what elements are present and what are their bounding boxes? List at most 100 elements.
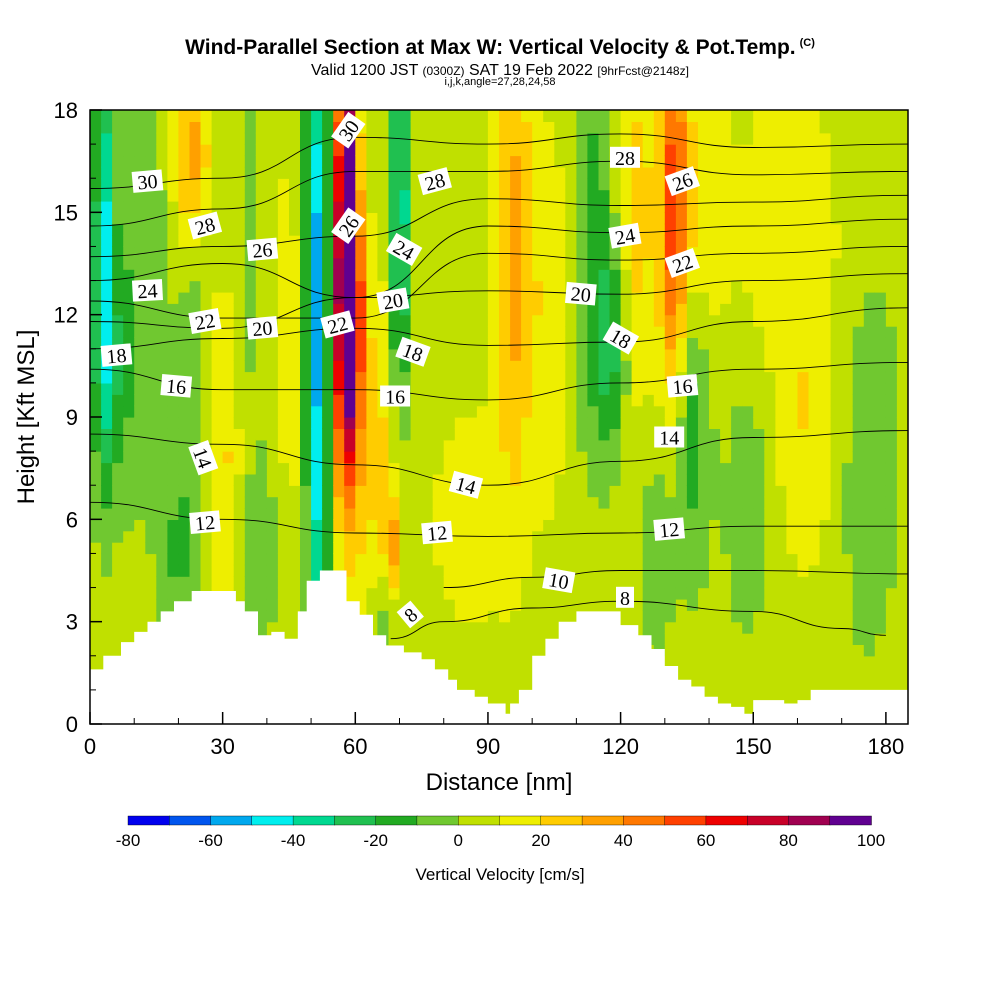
- w-cell: [454, 337, 467, 350]
- w-cell: [432, 439, 445, 452]
- w-cell: [720, 110, 732, 122]
- w-cell: [587, 553, 600, 566]
- w-cell: [709, 178, 721, 191]
- w-cell: [454, 303, 467, 316]
- w-cell: [598, 257, 611, 270]
- w-cell: [587, 121, 600, 134]
- w-cell: [819, 201, 832, 213]
- w-cell: [200, 542, 213, 555]
- w-cell: [709, 542, 721, 555]
- w-cell: [609, 360, 622, 373]
- w-cell: [222, 530, 235, 543]
- w-cell: [355, 166, 367, 179]
- theta-contour-14: [90, 430, 908, 486]
- w-cell: [377, 610, 390, 623]
- w-cell: [786, 212, 799, 225]
- w-cell: [841, 473, 854, 486]
- w-cell: [421, 314, 434, 327]
- w-cell: [609, 405, 622, 418]
- w-cell: [277, 166, 290, 179]
- w-cell: [753, 155, 765, 168]
- w-cell: [620, 303, 633, 316]
- w-cell: [355, 462, 367, 475]
- w-cell: [454, 201, 467, 213]
- w-cell: [388, 212, 401, 225]
- w-cell: [366, 223, 379, 236]
- w-cell: [432, 564, 445, 577]
- w-cell: [123, 610, 135, 623]
- w-cell: [300, 348, 312, 361]
- w-cell: [454, 371, 467, 384]
- w-cell: [410, 280, 423, 293]
- w-cell: [156, 246, 168, 259]
- w-cell: [311, 189, 323, 202]
- w-cell: [885, 508, 898, 520]
- w-cell: [112, 564, 124, 577]
- w-cell: [277, 371, 290, 384]
- w-cell: [742, 348, 754, 361]
- w-cell: [686, 678, 699, 691]
- w-cell: [167, 496, 180, 509]
- w-cell: [775, 667, 788, 680]
- w-cell: [178, 451, 191, 464]
- w-cell: [112, 576, 124, 589]
- w-cell: [819, 132, 832, 145]
- w-cell: [885, 155, 898, 168]
- w-cell: [244, 360, 257, 373]
- w-cell: [366, 246, 379, 259]
- w-cell: [543, 189, 555, 202]
- w-cell: [277, 598, 290, 611]
- w-cell: [742, 428, 754, 441]
- w-cell: [465, 246, 478, 259]
- w-cell: [653, 337, 666, 350]
- w-cell: [123, 201, 135, 213]
- w-cell: [233, 110, 246, 122]
- w-cell: [510, 485, 522, 498]
- w-cell: [896, 246, 908, 259]
- w-cell: [896, 303, 908, 316]
- w-cell: [565, 598, 577, 611]
- w-cell: [300, 417, 312, 429]
- w-cell: [653, 621, 666, 634]
- w-cell: [366, 382, 379, 395]
- w-cell: [896, 110, 908, 122]
- w-cell: [432, 337, 445, 350]
- w-cell: [222, 178, 235, 191]
- w-cell: [333, 110, 345, 122]
- w-cell: [167, 212, 180, 225]
- w-cell: [101, 269, 113, 282]
- w-cell: [874, 485, 887, 498]
- w-cell: [797, 348, 810, 361]
- w-cell: [399, 405, 412, 418]
- w-cell: [664, 189, 677, 202]
- w-cell: [333, 508, 345, 520]
- w-cell: [609, 132, 622, 145]
- w-cell: [277, 564, 290, 577]
- w-cell: [764, 314, 776, 327]
- w-cell: [277, 257, 290, 270]
- w-cell: [620, 508, 633, 520]
- w-cell: [123, 598, 135, 611]
- w-cell: [786, 678, 799, 691]
- w-cell: [244, 428, 257, 441]
- w-cell: [156, 394, 168, 407]
- w-cell: [852, 235, 865, 248]
- w-cell: [631, 451, 644, 464]
- w-cell: [476, 519, 489, 532]
- w-cell: [233, 382, 246, 395]
- w-cell: [532, 314, 544, 327]
- w-cell: [852, 473, 865, 486]
- w-cell: [731, 485, 743, 498]
- w-cell: [631, 132, 644, 145]
- w-cell: [510, 189, 522, 202]
- w-cell: [244, 473, 257, 486]
- w-cell: [499, 462, 511, 475]
- w-cell: [211, 473, 224, 486]
- w-cell: [896, 269, 908, 282]
- w-cell: [874, 621, 887, 634]
- contour-label-14: 14: [654, 426, 685, 450]
- w-cell: [189, 553, 202, 566]
- w-cell: [731, 621, 743, 634]
- w-cell: [145, 348, 157, 361]
- w-cell: [786, 417, 799, 429]
